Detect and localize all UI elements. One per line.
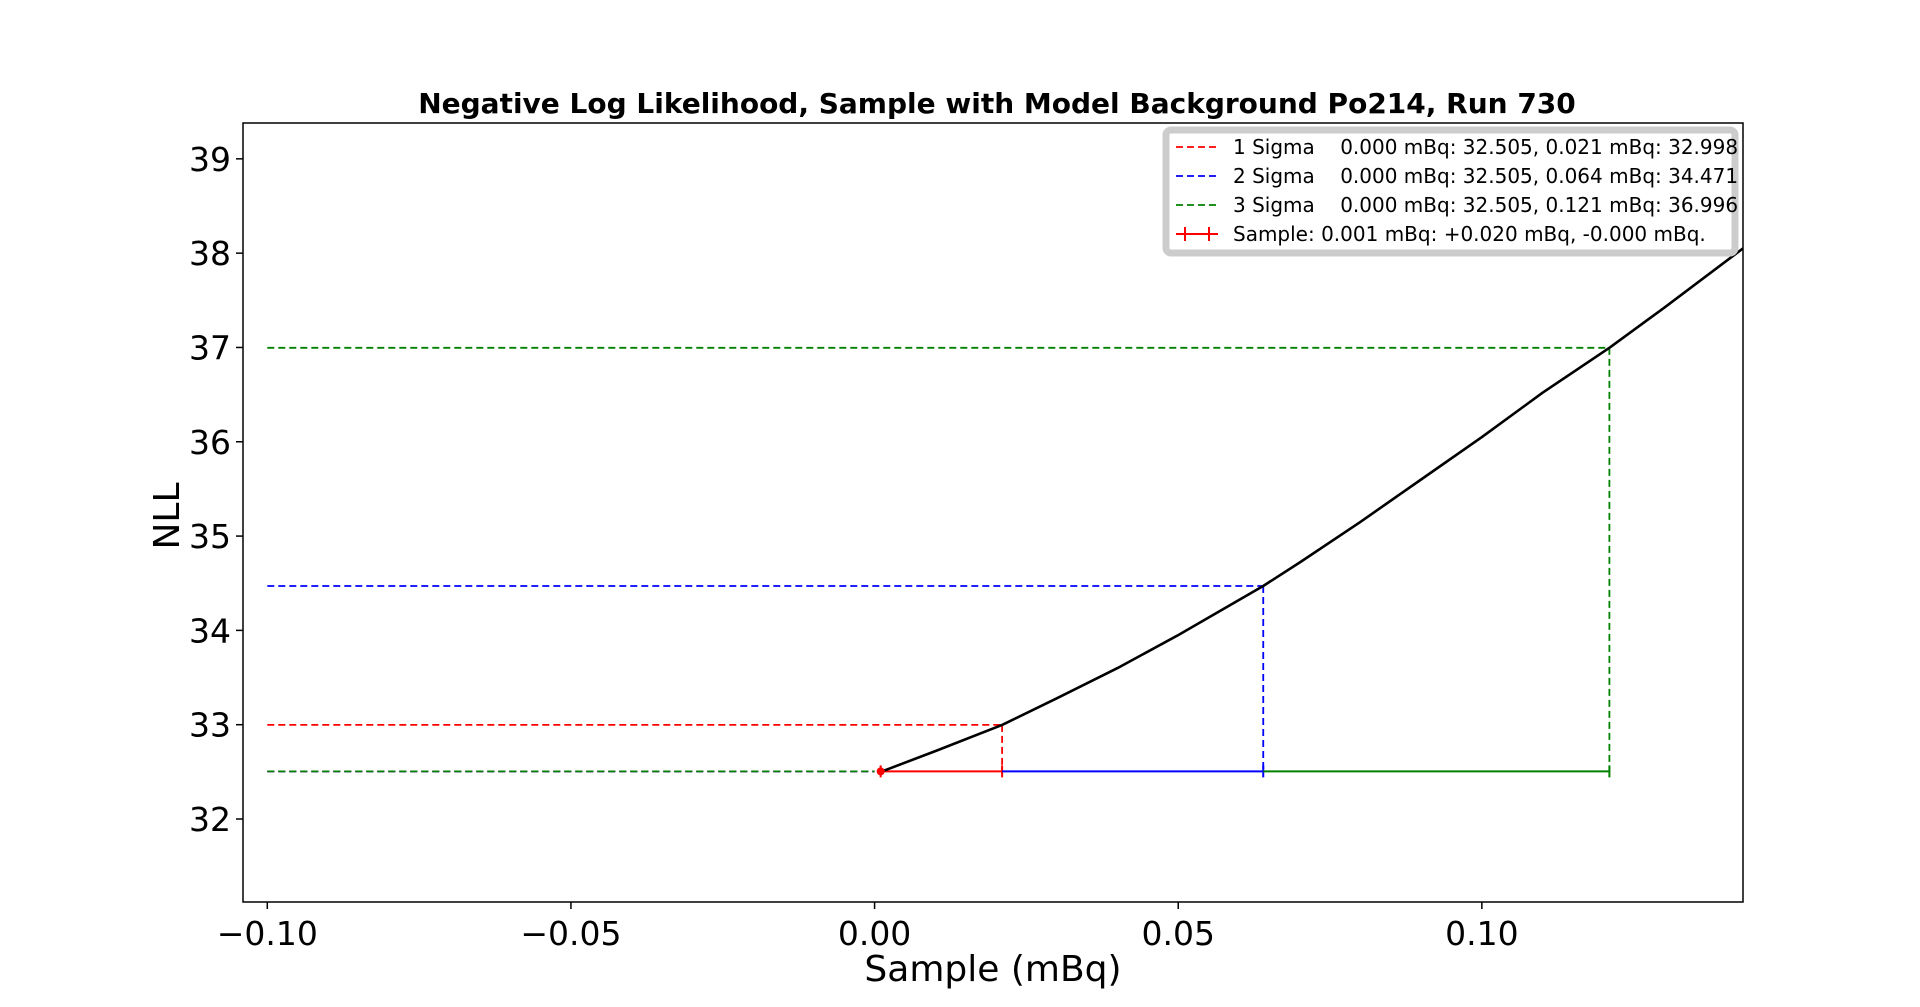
sample-point [876, 767, 885, 776]
x-axis-label: Sample (mBq) [864, 949, 1121, 990]
ticks-layer: −0.10 −0.05 0.00 0.05 0.10 32 33 34 35 36 37 38 39 [189, 140, 1519, 953]
legend-sample-label: Sample: 0.001 mBq: +0.020 mBq, -0.000 mB… [1233, 222, 1706, 246]
legend-items: 1 Sigma 0.000 mBq: 32.505, 0.021 mBq: 32… [1176, 135, 1738, 246]
y-tick-label: 33 [189, 706, 231, 745]
legend-frame [1162, 126, 1739, 257]
plot-frame [242, 122, 1744, 903]
x-tick-label: 0.10 [1445, 914, 1518, 953]
legend-sigma-2-label: 2 Sigma 0.000 mBq: 32.505, 0.064 mBq: 34… [1233, 164, 1738, 188]
y-tick-label: 32 [189, 800, 231, 839]
legend-sigma-3-label: 3 Sigma 0.000 mBq: 32.505, 0.121 mBq: 36… [1233, 193, 1738, 217]
y-tick-label: 34 [189, 611, 231, 650]
x-tick-label: 0.00 [838, 914, 911, 953]
x-tick-label: −0.05 [520, 914, 621, 953]
y-tick-label: 38 [189, 234, 231, 273]
x-tick-label: 0.05 [1141, 914, 1214, 953]
x-tick-label: −0.10 [217, 914, 318, 953]
plot-layer [267, 247, 1743, 778]
y-tick-label: 39 [189, 140, 231, 179]
chart-title: Negative Log Likelihood, Sample with Mod… [418, 87, 1576, 120]
nll-curve [880, 247, 1743, 774]
y-tick-label: 36 [189, 423, 231, 462]
legend-sigma-1-label: 1 Sigma 0.000 mBq: 32.505, 0.021 mBq: 32… [1233, 135, 1738, 159]
y-tick-label: 35 [189, 517, 231, 556]
y-axis-label: NLL [147, 482, 188, 549]
y-tick-label: 37 [189, 328, 231, 367]
legend: 1 Sigma 0.000 mBq: 32.505, 0.021 mBq: 32… [1162, 126, 1739, 257]
